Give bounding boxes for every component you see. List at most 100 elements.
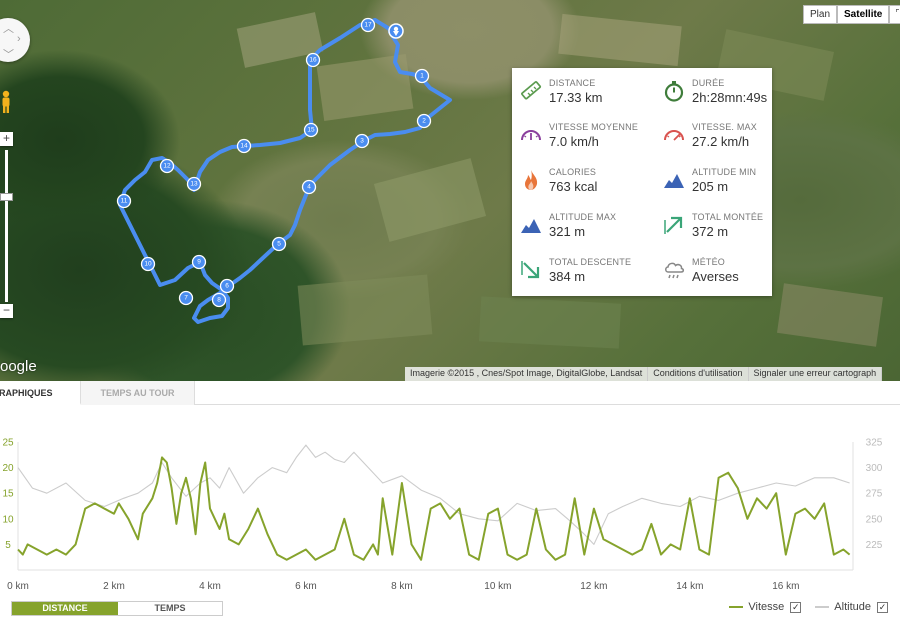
fullscreen-button[interactable] — [889, 5, 900, 24]
waypoint-marker[interactable]: 7 — [178, 290, 194, 306]
left-tick-label: 5 — [5, 540, 11, 551]
route-path[interactable] — [118, 18, 452, 324]
waypoint-label: 16 — [309, 57, 317, 64]
zoom-out-button[interactable]: − — [0, 304, 13, 318]
rain-cloud-icon — [665, 262, 685, 279]
google-logo: oogle — [0, 358, 37, 375]
waypoint-label: 1 — [420, 73, 424, 80]
stat-vitesse-moyenne: VITESSE MOYENNE 7.0 km/h — [512, 112, 642, 156]
waypoint-marker[interactable]: 4 — [301, 179, 317, 195]
right-tick-label: 275 — [866, 489, 883, 500]
vitesse-series-line[interactable] — [17, 456, 851, 561]
waypoint-marker[interactable]: 16 — [305, 52, 321, 68]
temps-button[interactable]: TEMPS — [117, 602, 222, 615]
stat-value: 763 kcal — [549, 179, 598, 194]
waypoint-marker[interactable]: 6 — [219, 278, 235, 294]
flame-icon — [525, 170, 538, 190]
x-tick-label: 6 km — [295, 581, 317, 592]
stat-duree: DURÉE 2h:28mn:49s — [655, 68, 785, 112]
left-tick-label: 25 — [2, 438, 14, 449]
waypoint-marker[interactable]: 11 — [116, 193, 132, 209]
stopwatch-icon — [664, 81, 684, 102]
stats-panel: DISTANCE 17.33 km DURÉE 2h:28mn:49s VITE… — [512, 68, 772, 296]
x-tick-label: 4 km — [199, 581, 221, 592]
waypoint-label: 5 — [277, 241, 281, 248]
stat-label: MÉTÉO — [692, 257, 726, 267]
vitesse-legend-swatch — [729, 606, 744, 608]
waypoint-marker[interactable]: 15 — [303, 122, 319, 138]
waypoint-label: 11 — [121, 198, 128, 205]
stat-label: VITESSE MOYENNE — [549, 122, 639, 132]
waypoint-marker[interactable]: 8 — [211, 292, 227, 308]
stat-value: 384 m — [549, 269, 586, 284]
altitude-checkbox[interactable]: ✓ — [877, 601, 888, 613]
stat-label: DISTANCE — [549, 78, 596, 88]
terms-link[interactable]: Conditions d'utilisation — [648, 367, 749, 381]
chart-tabs: GRAPHIQUES TEMPS AU TOUR — [0, 381, 900, 405]
waypoint-marker[interactable]: 3 — [354, 133, 370, 149]
waypoint-marker[interactable]: 14 — [236, 138, 252, 154]
pan-right-icon[interactable]: › — [17, 33, 21, 45]
waypoint-label: 10 — [144, 261, 152, 268]
arrow-up-right-icon — [664, 216, 683, 234]
stat-meteo: MÉTÉO Averses — [655, 247, 785, 291]
stat-value: 17.33 km — [549, 90, 603, 105]
waypoint-label: 17 — [364, 22, 372, 29]
imagery-credit: Imagerie ©2015 , Cnes/Spot Image, Digita… — [405, 367, 649, 381]
stat-label: ALTITUDE MIN — [692, 167, 757, 177]
zoom-slider-handle[interactable] — [0, 193, 13, 201]
waypoint-marker[interactable]: 1 — [414, 68, 430, 84]
mountain-max-icon — [521, 219, 541, 233]
waypoint-marker[interactable]: 12 — [159, 158, 175, 174]
report-error-link[interactable]: Signaler une erreur cartograph — [748, 367, 883, 381]
right-tick-label: 250 — [866, 514, 883, 525]
stat-altitude-min: ALTITUDE MIN 205 m — [655, 157, 785, 201]
stat-calories: CALORIES 763 kcal — [512, 157, 642, 201]
zoom-slider-track[interactable] — [5, 150, 8, 302]
satellite-button[interactable]: Satellite — [837, 5, 890, 24]
altitude-legend-label: Altitude — [834, 601, 871, 613]
pan-down-icon[interactable]: ﹀ — [3, 49, 14, 61]
stat-value: 205 m — [692, 179, 729, 194]
zoom-in-button[interactable]: + — [0, 132, 13, 146]
satellite-map[interactable]: 1 2 3 4 5 6 7 8 9 10 11 12 13 14 15 16 17 ︿ ﹀ › + − oogl… — [0, 0, 900, 381]
pan-up-icon[interactable]: ︿ — [3, 23, 14, 35]
waypoint-label: 3 — [360, 138, 364, 145]
map-attribution: Imagerie ©2015 , Cnes/Spot Image, Digita… — [405, 367, 883, 381]
right-tick-label: 225 — [866, 540, 883, 551]
waypoint-marker[interactable]: 2 — [416, 113, 432, 129]
x-tick-label: 14 km — [676, 581, 703, 592]
waypoint-marker[interactable]: 5 — [271, 236, 287, 252]
stat-label: CALORIES — [549, 167, 597, 177]
waypoint-marker[interactable]: 13 — [186, 176, 202, 192]
ruler-icon — [521, 81, 542, 100]
waypoint-label: 13 — [190, 181, 198, 188]
stat-value: 2h:28mn:49s — [692, 90, 768, 105]
waypoint-label: 12 — [163, 163, 171, 170]
pegman-icon[interactable] — [0, 90, 12, 114]
waypoint-label: 7 — [184, 295, 188, 302]
distance-button[interactable]: DISTANCE — [12, 602, 118, 615]
waypoint-label: 15 — [307, 127, 315, 134]
plan-button[interactable]: Plan — [803, 5, 838, 24]
waypoint-marker[interactable]: 9 — [191, 254, 207, 270]
tab-temps-au-tour[interactable]: TEMPS AU TOUR — [81, 381, 195, 405]
waypoint-marker[interactable]: 10 — [140, 256, 156, 272]
waypoint-label: 4 — [307, 184, 311, 191]
chart-grid — [17, 442, 854, 571]
stat-altitude-max: ALTITUDE MAX 321 m — [512, 202, 642, 246]
left-tick-label: 20 — [2, 463, 14, 474]
tab-graphiques[interactable]: GRAPHIQUES — [0, 381, 81, 405]
chart-legend: Vitesse ✓ Altitude ✓ — [729, 601, 888, 613]
vitesse-checkbox[interactable]: ✓ — [790, 601, 802, 613]
waypoint-label: 8 — [217, 297, 221, 304]
map-type-control: Plan Satellite — [803, 5, 900, 24]
waypoint-marker[interactable]: 17 — [360, 17, 376, 33]
start-marker-icon[interactable] — [388, 23, 404, 39]
altitude-series-line[interactable] — [17, 444, 850, 545]
tab-label: GRAPHIQUES — [0, 388, 53, 398]
stat-value: 372 m — [692, 224, 729, 239]
stat-total-montee: TOTAL MONTÉE 372 m — [655, 202, 785, 246]
x-tick-label: 0 km — [7, 581, 29, 592]
